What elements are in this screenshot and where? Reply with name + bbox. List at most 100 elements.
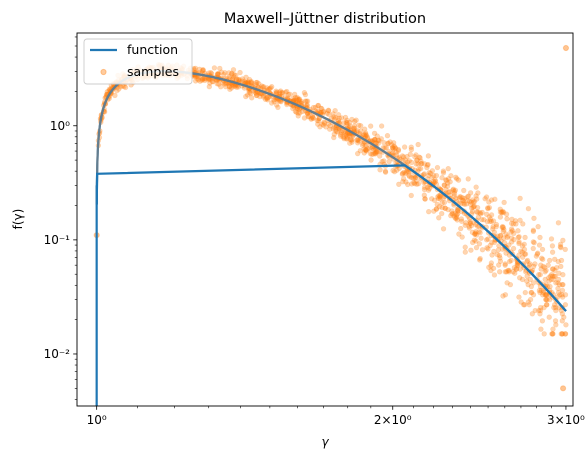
sample-point	[215, 71, 221, 78]
sample-point	[505, 233, 511, 239]
sample-point	[324, 110, 330, 116]
sample-point	[439, 200, 445, 206]
sample-point	[266, 85, 273, 92]
sample-point	[399, 170, 406, 177]
sample-point	[363, 133, 369, 140]
sample-point	[522, 269, 529, 275]
sample-point	[112, 92, 118, 99]
sample-point	[323, 124, 329, 130]
sample-point	[223, 83, 229, 90]
sample-point	[412, 153, 418, 160]
sample-point	[344, 135, 350, 142]
sample-point	[553, 265, 560, 271]
sample-point	[332, 107, 338, 114]
sample-point	[450, 211, 456, 217]
sample-point	[405, 181, 411, 188]
sample-point	[517, 217, 523, 223]
sample-point	[413, 174, 419, 180]
sample-point	[468, 199, 474, 205]
sample-point	[547, 296, 553, 303]
sample-point	[304, 102, 310, 108]
sample-point	[376, 137, 382, 144]
sample-point	[496, 269, 503, 275]
sample-point	[207, 80, 213, 86]
sample-point	[331, 131, 337, 137]
sample-point	[346, 119, 353, 126]
sample-point	[445, 180, 451, 186]
sample-point	[436, 192, 442, 199]
sample-point	[362, 147, 369, 153]
sample-point	[301, 89, 308, 96]
sample-point	[508, 239, 515, 245]
sample-point	[418, 161, 424, 167]
sample-point	[555, 276, 562, 283]
sample-point	[464, 194, 471, 200]
sample-point	[482, 196, 488, 202]
sample-point	[264, 96, 270, 102]
sample-point	[461, 201, 468, 208]
sample-point	[330, 111, 336, 117]
sample-point	[500, 208, 506, 215]
sample-point	[474, 196, 480, 202]
sample-point	[525, 281, 531, 288]
sample-point	[515, 228, 521, 234]
sample-point	[295, 113, 301, 119]
sample-point	[464, 197, 471, 204]
sample-point	[408, 144, 414, 150]
sample-point	[199, 77, 205, 84]
sample-point	[559, 287, 566, 294]
sample-point	[333, 128, 339, 135]
sample-point	[556, 304, 562, 311]
sample-point	[199, 76, 206, 82]
sample-point	[351, 123, 358, 129]
sample-point	[249, 95, 255, 101]
sample-point	[361, 126, 368, 132]
sample-point	[445, 176, 452, 182]
sample-point	[490, 226, 496, 232]
sample-point	[391, 168, 398, 175]
sample-point	[497, 232, 504, 239]
sample-point	[546, 275, 552, 281]
sample-point	[310, 115, 317, 121]
sample-point	[471, 198, 478, 205]
sample-point	[509, 216, 515, 222]
sample-point	[266, 86, 272, 93]
sample-point	[336, 115, 342, 122]
sample-point	[555, 289, 562, 296]
sample-point	[244, 92, 251, 98]
sample-point	[390, 145, 396, 151]
sample-point	[205, 77, 212, 83]
sample-point	[549, 331, 555, 337]
sample-point	[513, 266, 519, 272]
sample-point	[400, 154, 407, 160]
sample-point	[542, 276, 548, 283]
sample-point	[379, 158, 385, 165]
sample-point	[559, 318, 565, 324]
sample-point	[562, 292, 569, 298]
sample-point	[486, 199, 492, 205]
sample-point	[488, 197, 495, 203]
sample-point	[333, 115, 339, 121]
sample-point	[400, 178, 406, 185]
sample-point	[508, 235, 515, 241]
sample-point	[287, 91, 293, 98]
sample-point	[497, 258, 504, 264]
sample-point	[315, 102, 322, 109]
sample-point	[426, 172, 432, 179]
sample-point	[467, 201, 474, 208]
sample-point	[539, 292, 546, 298]
sample-point	[261, 84, 267, 90]
sample-point	[516, 275, 523, 281]
legend: function samples	[83, 38, 193, 85]
sample-point	[372, 149, 379, 156]
sample-point	[469, 208, 476, 215]
sample-point	[344, 121, 350, 128]
sample-point	[260, 94, 267, 100]
sample-point	[440, 195, 447, 201]
sample-point	[526, 262, 532, 268]
sample-point	[503, 231, 509, 237]
sample-point	[236, 76, 242, 83]
sample-point	[215, 71, 222, 77]
sample-point	[448, 173, 454, 179]
sample-point	[542, 292, 549, 298]
